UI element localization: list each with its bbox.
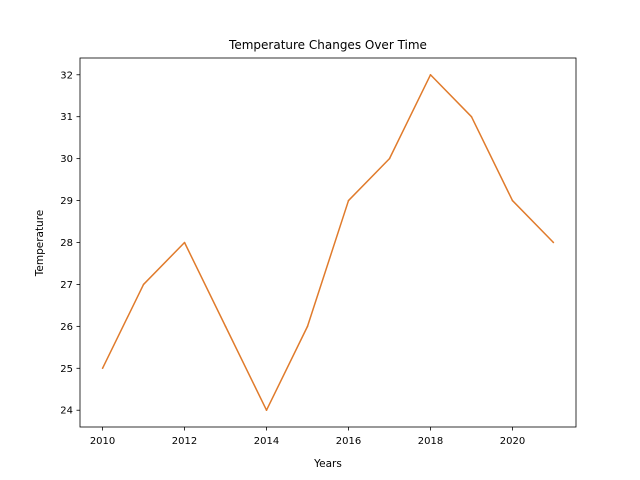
y-tick-label: 32: [60, 70, 73, 81]
y-tick-label: 28: [60, 238, 73, 249]
x-tick-label: 2018: [418, 436, 443, 447]
y-tick-label: 30: [60, 154, 73, 165]
data-point: [265, 409, 268, 411]
x-axis-label: Years: [313, 458, 342, 470]
x-tick-label: 2010: [90, 436, 115, 447]
x-tick-label: 2016: [336, 436, 361, 447]
y-axis: 24 25 26 27 28 29 30 31 32: [60, 70, 80, 417]
y-tick-label: 27: [60, 280, 73, 291]
data-point: [552, 241, 555, 244]
y-tick-label: 24: [60, 406, 73, 417]
plot-frame: [79, 57, 577, 428]
chart-title: Temperature Changes Over Time: [228, 38, 427, 52]
data-point: [306, 325, 309, 328]
data-point: [429, 74, 432, 76]
x-tick-label: 2020: [500, 436, 525, 447]
x-axis: 2010 2012 2014 2016 2018 2020: [90, 427, 525, 447]
x-tick-label: 2014: [254, 436, 279, 447]
data-point: [101, 367, 104, 370]
data-point: [511, 199, 514, 202]
series-layer: [101, 74, 555, 411]
data-point: [388, 157, 391, 160]
y-tick-label: 25: [60, 364, 73, 375]
data-point: [142, 283, 145, 286]
y-tick-label: 31: [60, 112, 73, 123]
data-point: [347, 199, 350, 202]
data-point: [183, 241, 186, 244]
y-tick-label: 26: [60, 322, 73, 333]
data-point: [224, 325, 227, 328]
y-axis-label: Temperature: [34, 210, 46, 278]
series-line: [101, 74, 554, 411]
data-point: [470, 115, 473, 118]
x-tick-label: 2012: [172, 436, 197, 447]
y-tick-label: 29: [60, 196, 73, 207]
plot-area: [79, 57, 577, 428]
